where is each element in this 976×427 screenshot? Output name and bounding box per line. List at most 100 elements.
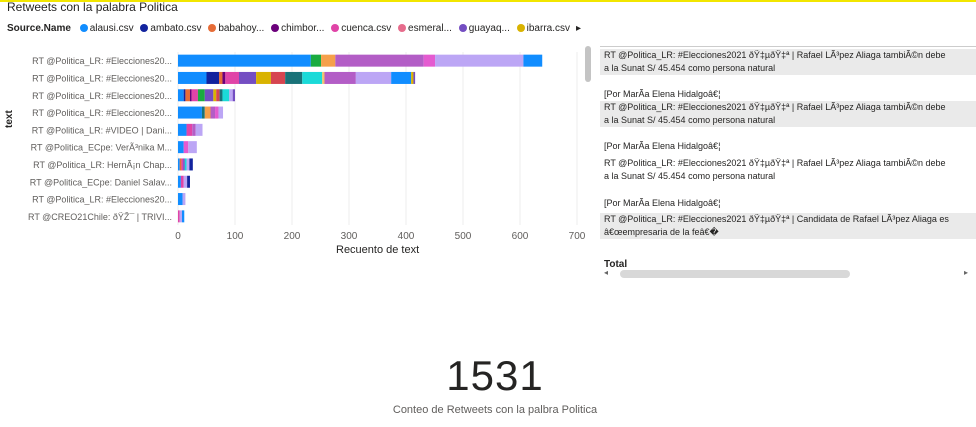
bar-segment (213, 89, 217, 102)
bar-segment (355, 71, 392, 84)
legend-swatch (516, 24, 525, 32)
table-cell[interactable]: RT @Politica_LR: #Elecciones2021 ðŸ‡µðŸ‡… (604, 158, 946, 168)
legend-item-ambato[interactable]: ambato.csv (140, 23, 202, 34)
legend-item-cuenca[interactable]: cuenca.csv (331, 23, 391, 34)
legend-item-alausi[interactable]: alausi.csv (79, 23, 134, 34)
y-tick-label: RT @Politica_LR: HernÃ¡n Chap... (33, 160, 172, 170)
bar-segment (302, 71, 323, 84)
y-tick-label: RT @Politica_LR: #Elecciones20... (32, 91, 172, 101)
bar-segment (222, 71, 226, 84)
bar-segment (178, 193, 183, 206)
bar-segment (218, 106, 224, 119)
legend-title: Source.Name (7, 23, 71, 34)
table-cell[interactable]: a la Sunat S/ 45.454 como persona natura… (600, 114, 976, 127)
y-tick-label: RT @Politica_ECpe: VerÃ³nika M... (31, 143, 172, 153)
bar-segment (183, 141, 189, 154)
scroll-left-icon[interactable]: ◂ (604, 268, 609, 277)
bar-segment (183, 175, 188, 188)
legend-item-guayaquil[interactable]: guayaq... (458, 23, 510, 34)
legend-swatch (79, 24, 88, 32)
bar-segment (178, 89, 184, 102)
bar-segment (201, 106, 205, 119)
bar-segment (229, 89, 233, 102)
bar-segment (285, 71, 303, 84)
bar-segment (187, 175, 190, 188)
y-tick-label: RT @Politica_LR: #Elecciones20... (32, 108, 172, 118)
bar-segment (210, 106, 216, 119)
bar-segment (411, 71, 414, 84)
bar-segment (178, 175, 181, 188)
bar-segment (178, 158, 180, 171)
legend-item-chimborazo[interactable]: chimbor... (271, 23, 324, 34)
legend-item-babahoyo[interactable]: babahoy... (208, 23, 264, 34)
table-cell[interactable]: RT @Politica_LR: #Elecciones2021 ðŸ‡µðŸ‡… (600, 101, 976, 114)
x-tick-label: 500 (455, 231, 472, 242)
scroll-right-icon[interactable]: ▸ (964, 268, 969, 277)
y-tick-label: RT @Politica_LR: #Elecciones20... (32, 73, 172, 83)
kpi-value: 1531 (446, 352, 544, 399)
bar-segment (195, 123, 203, 136)
y-tick-label: RT @Politica_LR: #Elecciones20... (32, 195, 172, 205)
bar-segment (413, 71, 416, 84)
legend-item-esmeraldas[interactable]: esmeral... (398, 23, 452, 34)
bar-segment (219, 71, 223, 84)
legend-swatch (271, 24, 280, 32)
y-tick-label: RT @Politica_LR: #Elecciones20... (32, 56, 172, 66)
table-cell[interactable]: a la Sunat S/ 45.454 como persona natura… (600, 62, 976, 75)
bar-segment (238, 71, 257, 84)
legend-next-arrow-icon[interactable]: ▸ (576, 23, 582, 34)
bar-segment (222, 89, 230, 102)
bar-segment (186, 123, 193, 136)
bar-segment (256, 71, 271, 84)
chart-vertical-scrollbar[interactable] (585, 46, 591, 82)
bar-segment (435, 54, 524, 67)
bar-segment (310, 54, 322, 67)
x-tick-label: 100 (227, 231, 244, 242)
top-accent-line (0, 0, 976, 2)
bar-segment (178, 106, 202, 119)
y-tick-label: RT @Politica_LR: #VIDEO | Dani... (32, 125, 172, 135)
bar-segment (206, 71, 220, 84)
x-tick-label: 0 (175, 231, 181, 242)
x-tick-label: 300 (341, 231, 358, 242)
bar-segment (182, 193, 186, 206)
bar-segment (181, 210, 185, 223)
bar-segment (180, 175, 184, 188)
table-cell[interactable]: [Por MarÃ­a Elena Hidalgoâ€¦ (604, 141, 721, 151)
legend-swatch (458, 24, 467, 32)
x-tick-label: 700 (569, 231, 586, 242)
bar-segment (216, 89, 220, 102)
bar-segment (181, 158, 184, 171)
bar-segment (186, 158, 190, 171)
bar-segment (178, 210, 180, 223)
kpi-label: Conteo de Retweets con la palbra Politic… (392, 404, 598, 416)
bar-segment (324, 71, 356, 84)
bar-segment (423, 54, 436, 67)
table-horizontal-scrollbar[interactable] (620, 270, 850, 278)
legend: Source.Name alausi.csv ambato.csv babaho… (7, 23, 574, 37)
bar-chart: 0 100 200 300 400 500 600 700 RT @Politica_LR: #… (28, 52, 586, 242)
bar-segment (178, 141, 184, 154)
table-cell[interactable]: a la Sunat S/ 45.454 como persona natura… (604, 171, 776, 181)
bar-segment (523, 54, 543, 67)
x-tick-label: 600 (512, 231, 529, 242)
bar-segment (189, 158, 193, 171)
table-cell[interactable]: â€œempresaria de la feâ€� (600, 226, 976, 239)
bar-segment (183, 158, 185, 171)
bar-segment (197, 89, 205, 102)
legend-swatch (331, 24, 340, 32)
table-cell[interactable]: [Por MarÃ­a Elena Hidalgoâ€¦ (604, 89, 721, 99)
bar-segment (189, 89, 192, 102)
legend-item-ibarra[interactable]: ibarra.csv (516, 23, 570, 34)
x-tick-label: 400 (398, 231, 415, 242)
bar-segment (178, 123, 187, 136)
bar-segment (178, 71, 207, 84)
bar-segment (183, 89, 186, 102)
legend-swatch (398, 24, 407, 32)
bar-segment (232, 89, 235, 102)
bar-segment (178, 54, 311, 67)
table-cell[interactable]: RT @Politica_LR: #Elecciones2021 ðŸ‡µðŸ‡… (600, 49, 976, 62)
bar-segment (188, 141, 197, 154)
table-cell[interactable]: [Por MarÃ­a Elena Hidalgoâ€¦ (604, 198, 721, 208)
table-cell[interactable]: RT @Politica_LR: #Elecciones2021 ðŸ‡µðŸ‡… (600, 213, 976, 226)
